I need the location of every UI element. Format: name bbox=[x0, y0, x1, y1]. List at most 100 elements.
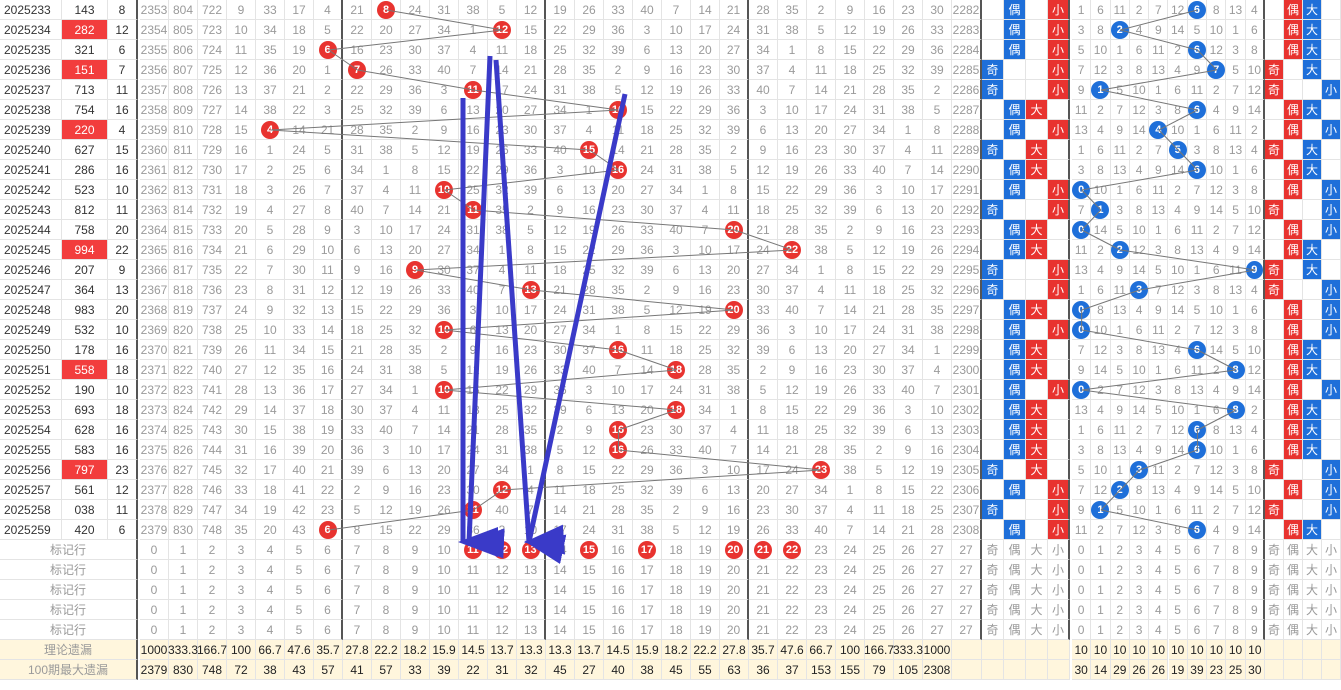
sum-cell: 2303 bbox=[952, 420, 982, 440]
number-cell: 9 bbox=[343, 260, 372, 280]
number-cell: 2355 bbox=[140, 40, 169, 60]
number-cell: 29 bbox=[894, 40, 923, 60]
number-cell: 38 bbox=[691, 160, 720, 180]
digit-cell: 6 bbox=[1091, 280, 1111, 300]
odd2-tag bbox=[1265, 100, 1284, 120]
digit-ball: 6 bbox=[1187, 520, 1206, 539]
mark-tag: 大 bbox=[1026, 600, 1048, 620]
number-cell: 38 bbox=[894, 100, 923, 120]
mark-digit: 7 bbox=[1207, 600, 1227, 620]
digit-cell: 6 bbox=[1187, 40, 1208, 60]
number-cell: 40 bbox=[633, 0, 662, 20]
number-cell: 12 bbox=[778, 380, 807, 400]
number-ball: 10 bbox=[435, 380, 453, 399]
theory-tag2 bbox=[1284, 640, 1303, 660]
mark-digit: 3 bbox=[1129, 540, 1150, 560]
digit-cell: 14 bbox=[1129, 120, 1150, 140]
digit-cell: 4 bbox=[1207, 240, 1227, 260]
digit-cell: 10 bbox=[1129, 80, 1150, 100]
number-cell: 9 bbox=[314, 220, 343, 240]
digit-cell: 2 bbox=[1245, 400, 1265, 420]
period-cell: 2025235 bbox=[0, 40, 62, 60]
tag-fill: 奇 bbox=[1265, 200, 1283, 219]
number-cell: 12 bbox=[894, 460, 923, 480]
number-cell: 33 bbox=[343, 420, 372, 440]
even2-tag bbox=[1284, 260, 1303, 280]
number-cell: 828 bbox=[169, 480, 198, 500]
odd2-tag: 奇 bbox=[1265, 260, 1284, 280]
number-cell: 17 bbox=[430, 440, 459, 460]
span-value: 10 bbox=[108, 320, 138, 340]
number-cell: 8 bbox=[633, 320, 662, 340]
number-cell: 7 bbox=[923, 380, 952, 400]
max-digit: 26 bbox=[1129, 660, 1150, 680]
odd2-tag bbox=[1265, 360, 1284, 380]
number-cell: 11 bbox=[401, 180, 430, 200]
draw-value: 282 bbox=[62, 20, 108, 40]
number-cell: 20 bbox=[720, 300, 749, 320]
digit-ball: 8 bbox=[1226, 400, 1245, 419]
number-cell: 40 bbox=[372, 420, 401, 440]
theory-tag bbox=[982, 640, 1004, 660]
mark-digit: 5 bbox=[1168, 620, 1188, 640]
digit-cell: 12 bbox=[1168, 420, 1188, 440]
digit-cell: 13 bbox=[1072, 400, 1092, 420]
tag-fill: 小 bbox=[1322, 480, 1340, 499]
mark-number: 19 bbox=[691, 560, 720, 580]
number-cell: 23 bbox=[691, 60, 720, 80]
tag-fill: 偶 bbox=[1004, 180, 1025, 199]
number-cell: 24 bbox=[865, 320, 894, 340]
digit-cell: 7 bbox=[1226, 80, 1246, 100]
digit-cell: 4 bbox=[1207, 520, 1227, 540]
number-cell: 15 bbox=[894, 480, 923, 500]
digit-cell: 11 bbox=[1187, 500, 1208, 520]
number-cell: 37 bbox=[749, 60, 778, 80]
theory-value: 1000 bbox=[140, 640, 169, 660]
number-cell: 34 bbox=[285, 340, 314, 360]
span-value: 22 bbox=[108, 240, 138, 260]
number-cell: 29 bbox=[488, 160, 517, 180]
theory-digit: 10 bbox=[1187, 640, 1208, 660]
big2-tag bbox=[1303, 500, 1322, 520]
small2-tag bbox=[1322, 100, 1341, 120]
sum-cell: 2308 bbox=[952, 520, 982, 540]
digit-cell: 0 bbox=[1072, 380, 1092, 400]
number-cell: 20 bbox=[691, 40, 720, 60]
small2-tag bbox=[1322, 520, 1341, 540]
digit-ball: 3 bbox=[1130, 280, 1149, 299]
number-cell: 22 bbox=[662, 100, 691, 120]
number-cell: 13 bbox=[778, 120, 807, 140]
digit-cell: 8 bbox=[1168, 380, 1188, 400]
number-cell: 819 bbox=[169, 300, 198, 320]
number-cell: 5 bbox=[865, 460, 894, 480]
period-cell: 2025245 bbox=[0, 240, 62, 260]
number-cell: 37 bbox=[662, 200, 691, 220]
mark-number: 15 bbox=[575, 580, 604, 600]
mark-number: 8 bbox=[372, 580, 401, 600]
mark-number: 27 bbox=[923, 580, 952, 600]
number-cell: 33 bbox=[401, 60, 430, 80]
big-tag: 大 bbox=[1026, 160, 1048, 180]
mark-tag: 小 bbox=[1048, 580, 1070, 600]
tag-fill: 小 bbox=[1048, 60, 1068, 79]
number-cell: 15 bbox=[372, 520, 401, 540]
number-cell: 34 bbox=[430, 20, 459, 40]
number-cell: 40 bbox=[575, 360, 604, 380]
number-cell: 2353 bbox=[140, 0, 169, 20]
number-cell: 2359 bbox=[140, 120, 169, 140]
number-cell: 2369 bbox=[140, 320, 169, 340]
mark-digit: 2 bbox=[1110, 580, 1130, 600]
number-cell: 2366 bbox=[140, 260, 169, 280]
tag-fill: 偶 bbox=[1004, 0, 1025, 19]
number-cell: 39 bbox=[546, 400, 575, 420]
digit-cell: 7 bbox=[1149, 280, 1169, 300]
span-value: 8 bbox=[108, 0, 138, 20]
digit-cell: 11 bbox=[1149, 180, 1169, 200]
number-cell: 5 bbox=[517, 220, 546, 240]
draw-value: 178 bbox=[62, 340, 108, 360]
number-cell: 16 bbox=[604, 440, 633, 460]
number-cell: 14 bbox=[633, 360, 662, 380]
number-cell: 22 bbox=[691, 320, 720, 340]
number-cell: 4 bbox=[517, 480, 546, 500]
theory-digit: 10 bbox=[1245, 640, 1265, 660]
